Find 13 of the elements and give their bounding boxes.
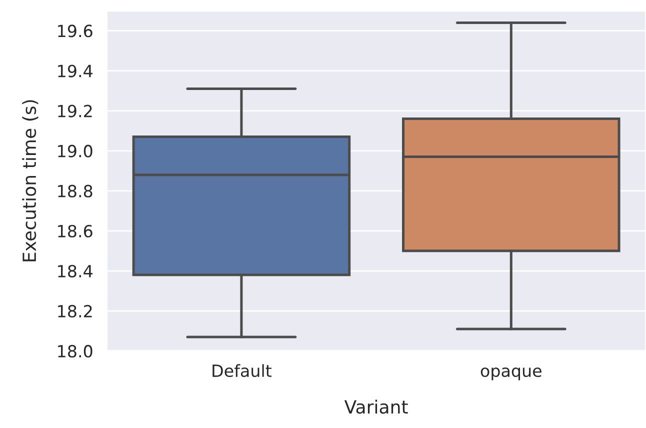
x-tick-label: opaque bbox=[480, 367, 542, 380]
x-tick-label: Default bbox=[212, 364, 272, 378]
y-tick-label: 19.6 bbox=[58, 24, 92, 38]
y-axis-title: Execution time (s) bbox=[22, 100, 38, 262]
y-tick-label: 19.4 bbox=[58, 64, 92, 78]
y-tick-label: 18.4 bbox=[58, 264, 92, 278]
x-axis-title: Variant bbox=[344, 400, 408, 414]
y-tick-label: 18.0 bbox=[58, 344, 92, 358]
y-tick-label: 19.2 bbox=[58, 104, 92, 118]
y-tick-label: 18.8 bbox=[58, 184, 92, 198]
y-tick-label: 19.0 bbox=[58, 144, 92, 158]
y-tick-label: 18.6 bbox=[58, 224, 92, 238]
y-tick-label: 18.2 bbox=[58, 304, 92, 318]
